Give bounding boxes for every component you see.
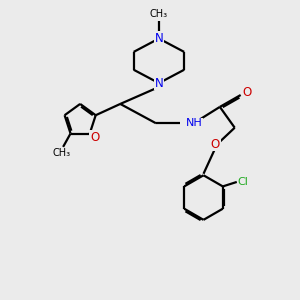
- Text: N: N: [154, 76, 163, 90]
- Text: NH: NH: [186, 118, 202, 128]
- Text: O: O: [243, 85, 252, 98]
- Text: N: N: [154, 32, 163, 45]
- Text: Cl: Cl: [237, 177, 248, 187]
- Text: O: O: [90, 130, 99, 144]
- Text: CH₃: CH₃: [52, 148, 71, 158]
- Text: CH₃: CH₃: [150, 9, 168, 19]
- Text: O: O: [211, 138, 220, 151]
